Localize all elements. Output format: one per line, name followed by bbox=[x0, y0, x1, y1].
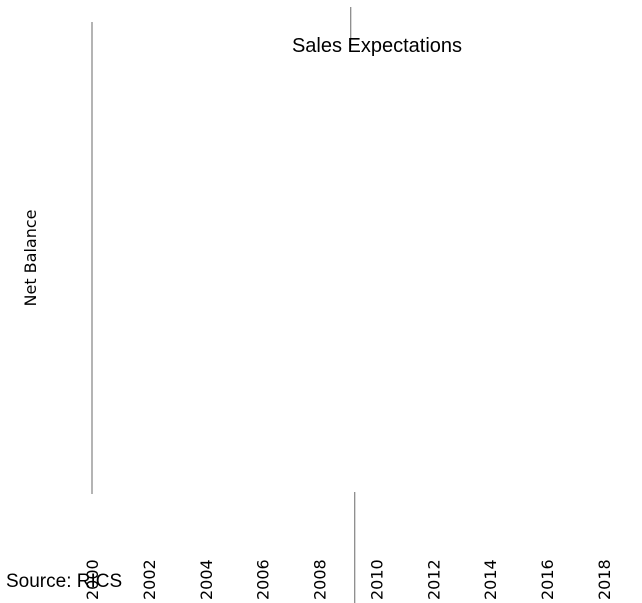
x-tick-label: 2006 bbox=[254, 559, 273, 600]
x-tick-label: 2010 bbox=[367, 559, 386, 600]
chart-title: Sales Expectations bbox=[292, 35, 462, 57]
x-tick-label: 2000 bbox=[83, 559, 102, 600]
x-tick-label: 2016 bbox=[538, 559, 557, 600]
x-tick-label: 2018 bbox=[595, 559, 614, 600]
x-tick-labels: 2000 2002 2004 2006 2008 2010 2012 2014 2016 2018 bbox=[83, 559, 614, 600]
x-tick-label: 2014 bbox=[481, 559, 500, 600]
source-note: Source: RICS bbox=[6, 571, 123, 592]
y-axis-label: Net Balance bbox=[21, 210, 40, 307]
x-tick-label: 2012 bbox=[424, 559, 443, 600]
x-tick-label: 2008 bbox=[311, 559, 330, 600]
x-tick-label: 2004 bbox=[197, 559, 216, 600]
x-tick-label: 2002 bbox=[140, 559, 159, 600]
